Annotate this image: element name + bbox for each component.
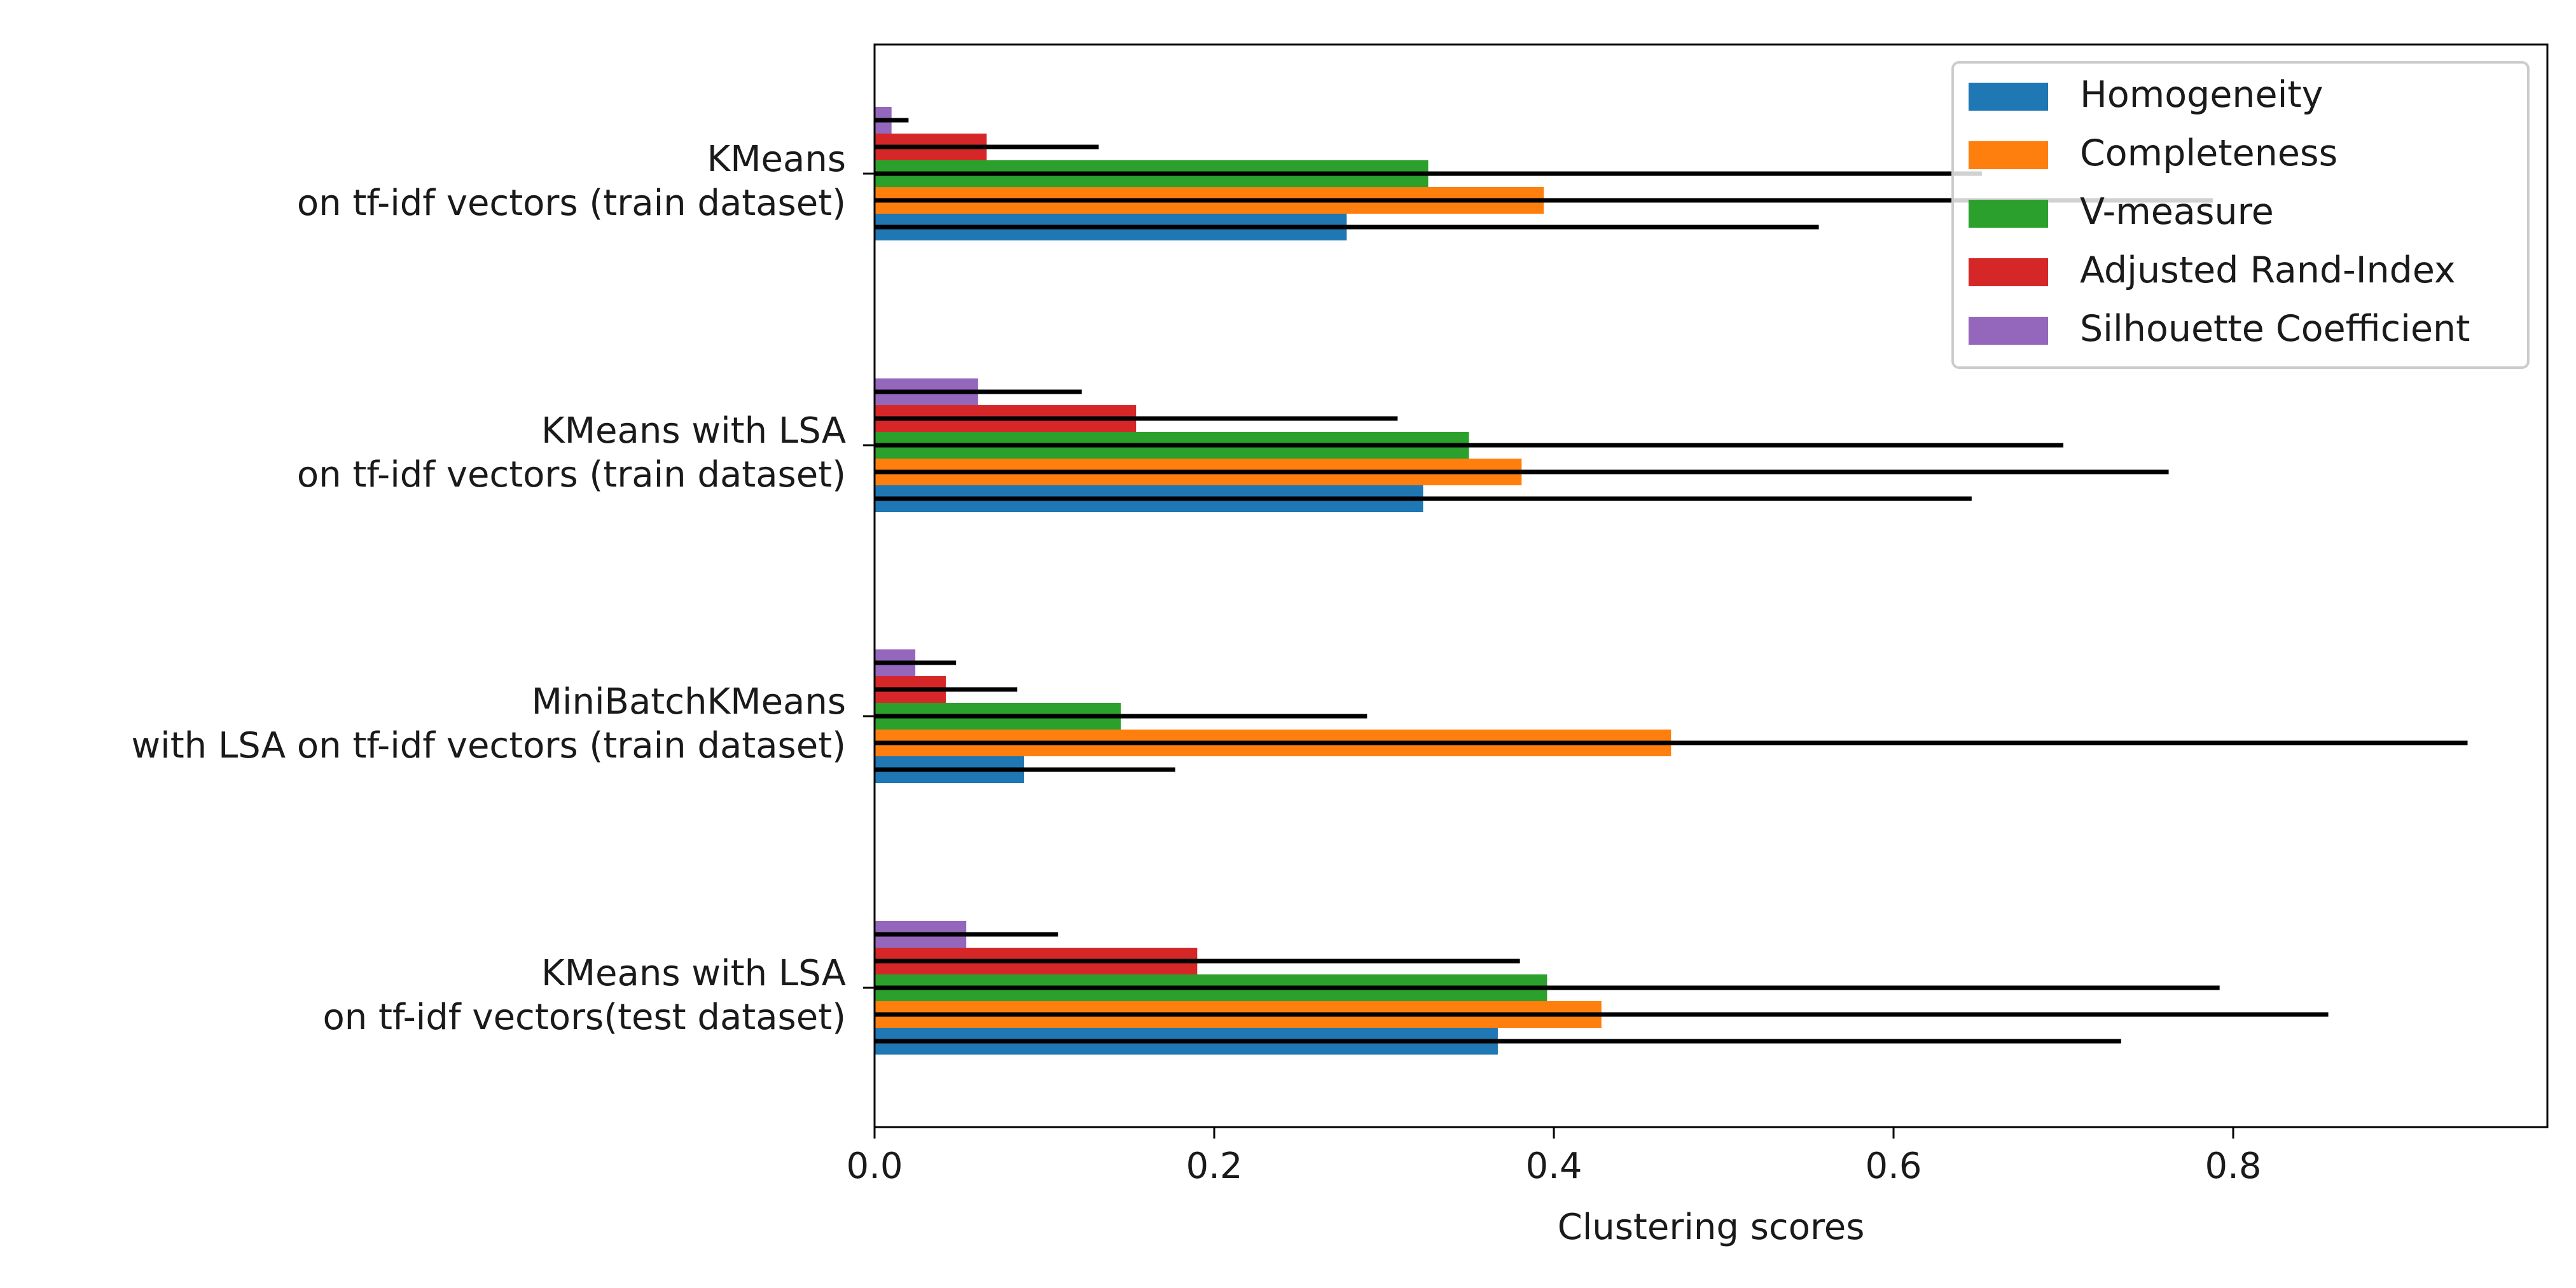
legend-swatch-silhouette-coefficient	[1969, 317, 2048, 345]
legend-label-completeness: Completeness	[2080, 132, 2337, 174]
y-tick-label-3-line-2: on tf-idf vectors(test dataset)	[322, 997, 846, 1038]
x-tick-label-1: 0.2	[1186, 1146, 1242, 1187]
legend-swatch-adjusted-rand-index	[1969, 258, 2048, 286]
legend-label-adjusted-rand-index: Adjusted Rand-Index	[2080, 249, 2456, 291]
legend-swatch-completeness	[1969, 141, 2048, 169]
y-tick-label-2-line-1: MiniBatchKMeans	[532, 681, 846, 723]
x-tick-label-0: 0.0	[846, 1146, 903, 1187]
x-tick-label-2: 0.4	[1525, 1146, 1582, 1187]
legend-box	[1951, 61, 2530, 369]
x-tick-label-4: 0.8	[2205, 1146, 2262, 1187]
y-tick-label-0-line-1: KMeans	[707, 139, 846, 180]
bars-layer	[875, 107, 1672, 1055]
legend-swatch-homogeneity	[1969, 83, 2048, 111]
plot-frame	[873, 43, 2549, 1128]
legend: Homogeneity Completeness V-measure Adjusted…	[1951, 61, 2530, 369]
y-tick-label-1-line-1: KMeans with LSA	[541, 410, 846, 452]
y-tick-label-2-line-2: with LSA on tf-idf vectors (train datase…	[131, 725, 846, 766]
y-tick-label-3-line-1: KMeans with LSA	[541, 953, 846, 994]
y-tick-label-0-line-2: on tf-idf vectors (train dataset)	[297, 183, 846, 224]
y-tick-label-1-line-2: on tf-idf vectors (train dataset)	[297, 454, 846, 495]
legend-label-v-measure: V-measure	[2080, 191, 2274, 233]
legend-swatch-v-measure	[1969, 200, 2048, 228]
x-tick-label-3: 0.6	[1865, 1146, 1922, 1187]
x-axis-title: Clustering scores	[1558, 1207, 1865, 1248]
legend-label-homogeneity: Homogeneity	[2080, 74, 2323, 116]
legend-label-silhouette-coefficient: Silhouette Coefficient	[2080, 308, 2470, 350]
